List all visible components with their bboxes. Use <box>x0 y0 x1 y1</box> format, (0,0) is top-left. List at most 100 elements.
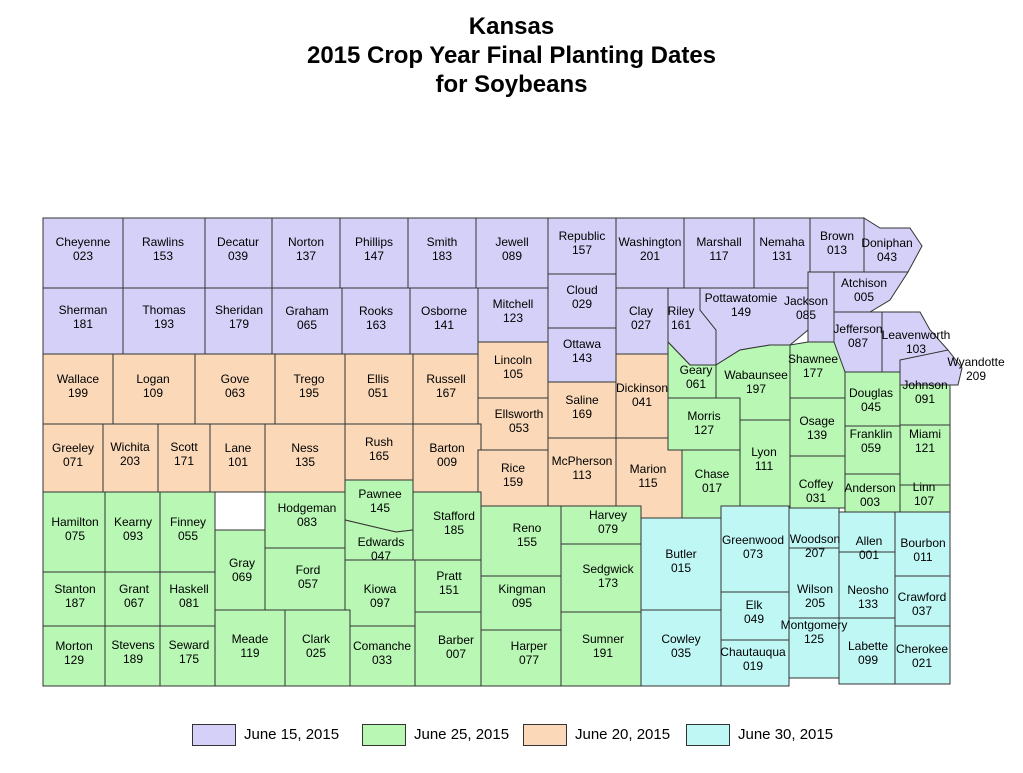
county-wilson <box>788 547 840 619</box>
county-shape-stanton <box>42 571 106 627</box>
county-shape-barton <box>412 423 482 493</box>
county-code-label: 035 <box>671 646 691 660</box>
county-code-label: 069 <box>232 570 252 584</box>
county-miami <box>899 424 951 486</box>
county-name-label: Grant <box>119 582 150 596</box>
county-mitchell <box>477 287 549 343</box>
county-code-label: 145 <box>370 501 390 515</box>
county-name-label: Hodgeman <box>278 501 337 515</box>
county-meade <box>214 609 286 687</box>
county-code-label: 189 <box>123 652 143 666</box>
county-code-label: 129 <box>64 653 84 667</box>
county-code-label: 011 <box>913 550 932 564</box>
county-marshall <box>683 217 755 289</box>
county-name-label: Lane <box>225 441 252 455</box>
county-code-label: 103 <box>906 342 926 356</box>
county-name-label: Coffey <box>799 477 833 491</box>
county-shape-woodson <box>788 507 840 549</box>
county-code-label: 047 <box>371 549 391 563</box>
county-shape-sumner <box>560 611 642 687</box>
county-code-label: 077 <box>519 653 539 667</box>
county-code-label: 143 <box>572 351 592 365</box>
county-name-label: Thomas <box>142 303 185 317</box>
county-name-label: Wichita <box>110 440 150 454</box>
county-code-label: 147 <box>364 249 384 263</box>
county-shape-ellis <box>344 353 414 425</box>
county-code-label: 195 <box>299 386 319 400</box>
county-name-label: Mitchell <box>493 297 534 311</box>
county-shape-seward <box>159 625 216 687</box>
county-shape-franklin <box>844 425 901 475</box>
county-shape-osborne <box>409 287 479 355</box>
county-code-label: 095 <box>512 596 532 610</box>
county-shape-thomas <box>122 287 206 355</box>
county-name-label: Marshall <box>696 235 741 249</box>
county-code-label: 061 <box>686 377 706 391</box>
county-code-label: 207 <box>805 546 825 560</box>
county-code-label: 073 <box>743 547 763 561</box>
county-code-label: 197 <box>746 382 766 396</box>
county-code-label: 141 <box>434 318 454 332</box>
county-name-label: Brown <box>820 229 854 243</box>
county-republic <box>547 217 617 275</box>
county-shape-trego <box>274 353 346 425</box>
county-ellis <box>344 353 414 425</box>
county-code-label: 025 <box>306 646 326 660</box>
county-atchison <box>833 271 909 313</box>
county-code-label: 115 <box>638 476 657 490</box>
county-shape-graham <box>271 287 343 355</box>
county-shape-harper <box>480 629 562 687</box>
county-shape-miami <box>899 424 951 486</box>
county-code-label: 193 <box>154 317 174 331</box>
county-code-label: 085 <box>796 308 816 322</box>
legend-label-june30: June 30, 2015 <box>738 726 834 743</box>
county-name-label: Gray <box>229 556 255 570</box>
county-code-label: 149 <box>731 305 751 319</box>
county-name-label: Wallace <box>57 372 100 386</box>
county-code-label: 001 <box>859 548 879 562</box>
county-washington <box>615 217 685 289</box>
county-shape-cherokee <box>894 625 951 685</box>
county-name-label: Cheyenne <box>56 235 111 249</box>
county-name-label: Bourbon <box>900 536 945 550</box>
county-shape-harvey <box>560 505 642 545</box>
county-name-label: Clay <box>629 304 653 318</box>
county-code-label: 055 <box>178 529 198 543</box>
county-name-label: Stanton <box>54 582 95 596</box>
county-code-label: 151 <box>439 583 459 597</box>
county-name-label: Labette <box>848 639 888 653</box>
county-trego <box>274 353 346 425</box>
county-name-label: Seward <box>169 638 210 652</box>
county-code-label: 111 <box>755 459 774 473</box>
county-name-label: Rice <box>501 461 525 475</box>
county-rooks <box>341 287 411 355</box>
county-thomas <box>122 287 206 355</box>
county-harper <box>480 629 562 687</box>
county-name-label: Chautauqua <box>720 645 786 659</box>
county-name-label: Doniphan <box>861 236 912 250</box>
county-code-label: 203 <box>120 454 140 468</box>
county-shape-morris <box>667 397 741 451</box>
county-code-label: 139 <box>807 428 827 442</box>
county-shape-rooks <box>341 287 411 355</box>
county-name-label: Wyandotte <box>947 355 1005 369</box>
county-code-label: 027 <box>631 318 651 332</box>
county-name-label: Stafford <box>433 509 475 523</box>
county-code-label: 127 <box>694 423 714 437</box>
county-shape-scott <box>157 423 211 493</box>
county-name-label: Cowley <box>661 632 700 646</box>
county-code-label: 173 <box>598 576 618 590</box>
county-franklin <box>844 425 901 475</box>
county-shape-stafford <box>412 491 482 561</box>
county-shape-russell <box>412 353 482 425</box>
county-name-label: Republic <box>559 229 606 243</box>
county-code-label: 099 <box>858 653 878 667</box>
county-logan <box>112 353 196 425</box>
county-name-label: Woodson <box>790 532 840 546</box>
legend-swatch-june30 <box>686 724 730 746</box>
county-name-label: Chase <box>695 467 730 481</box>
county-name-label: Clark <box>302 632 331 646</box>
county-name-label: Meade <box>232 632 269 646</box>
county-shape-kiowa <box>344 559 416 627</box>
